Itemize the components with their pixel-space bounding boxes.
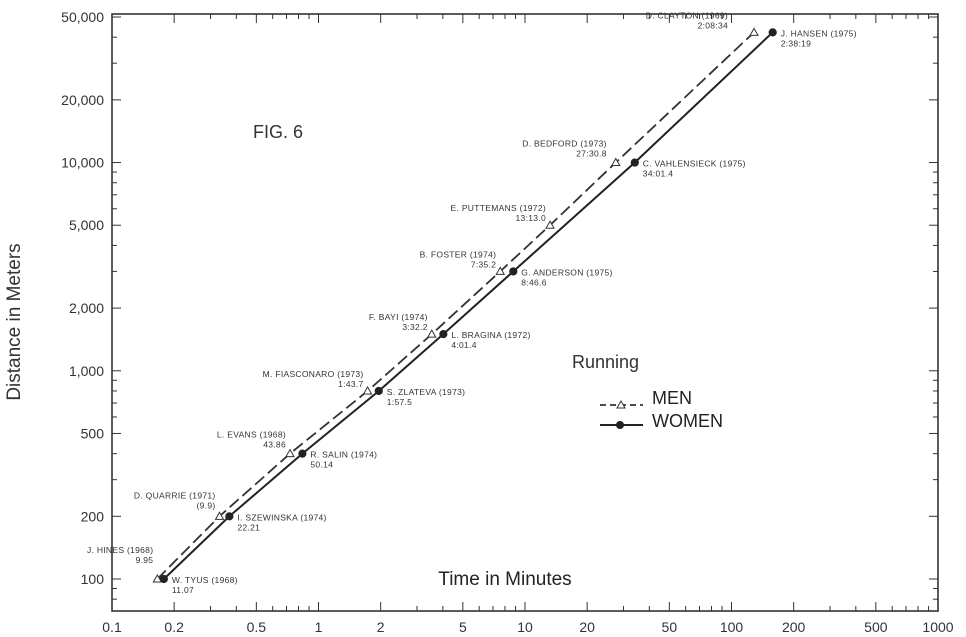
women-data-point xyxy=(225,512,234,521)
men-record-name: D. QUARRIE (1971) xyxy=(134,490,216,500)
women-record-name: C. VAHLENSIECK (1975) xyxy=(643,159,746,169)
men-record-time: 43.86 xyxy=(263,440,286,450)
men-record-name: F. BAYI (1974) xyxy=(369,312,428,322)
women-data-point xyxy=(509,267,518,276)
women-data-point xyxy=(768,28,777,37)
women-series-line xyxy=(163,31,774,580)
men-record-time: 7:35.2 xyxy=(471,259,496,269)
y-tick-label: 50,000 xyxy=(61,9,104,25)
legend-men-marker xyxy=(616,399,626,409)
men-record-time: 13:13.0 xyxy=(516,213,546,223)
men-record-name: L. EVANS (1968) xyxy=(217,430,286,440)
series-lines xyxy=(156,31,774,580)
y-tick-label: 200 xyxy=(81,508,105,524)
women-record-name: L. BRAGINA (1972) xyxy=(451,330,530,340)
men-record-name: D. CLAYTON (1969) xyxy=(646,10,728,20)
women-data-point xyxy=(630,158,639,167)
men-data-point xyxy=(610,157,621,167)
y-tick-label: 100 xyxy=(81,571,105,587)
x-axis: 0.1 0.2 0.5 1 2 5 10 20 50 100 200 500 1000 xyxy=(102,14,954,635)
men-record-time: 9.95 xyxy=(136,555,154,565)
x-tick-label: 50 xyxy=(662,619,678,635)
women-record-name: J. HANSEN (1975) xyxy=(781,28,857,38)
x-tick-label: 2 xyxy=(377,619,385,635)
x-tick-label: 5 xyxy=(459,619,467,635)
men-data-point xyxy=(545,220,555,229)
women-record-time: 4:01.4 xyxy=(451,340,476,350)
men-data-point xyxy=(495,266,506,275)
y-axis-label: Distance in Meters xyxy=(4,243,25,400)
x-tick-label: 20 xyxy=(579,619,595,635)
men-data-point xyxy=(426,329,437,338)
legend-men-label: MEN xyxy=(652,388,692,408)
men-record-time: 27:30.8 xyxy=(576,149,606,159)
y-tick-label: 500 xyxy=(81,425,105,441)
women-record-time: 22.21 xyxy=(237,522,260,532)
women-record-time: 8:46.6 xyxy=(521,277,546,287)
women-record-name: S. ZLATEVA (1973) xyxy=(387,387,465,397)
women-data-point xyxy=(159,574,168,584)
men-record-name: D. BEDFORD (1973) xyxy=(522,139,606,149)
men-data-point xyxy=(285,448,295,458)
women-data-point xyxy=(439,330,448,339)
women-record-name: W. TYUS (1968) xyxy=(172,575,238,585)
men-series-line xyxy=(156,31,755,580)
women-record-time: 1:57.5 xyxy=(387,397,412,407)
y-tick-label: 2,000 xyxy=(69,300,104,316)
x-tick-label: 200 xyxy=(782,619,806,635)
legend-women-marker xyxy=(616,421,624,429)
men-record-name: J. HINES (1968) xyxy=(87,545,153,555)
chart-title: FIG. 6 xyxy=(253,122,303,142)
legend-women-label: WOMEN xyxy=(652,411,723,431)
legend-title: Running xyxy=(572,352,639,372)
x-tick-label: 1 xyxy=(315,619,323,635)
x-tick-label: 500 xyxy=(864,619,888,635)
men-record-time: 3:32.2 xyxy=(402,322,427,332)
women-record-name: R. SALIN (1974) xyxy=(310,450,377,460)
men-record-time: 1:43.7 xyxy=(338,379,363,389)
x-tick-label: 1000 xyxy=(922,619,953,635)
men-data-point xyxy=(362,385,373,395)
women-record-name: G. ANDERSON (1975) xyxy=(521,267,612,277)
women-data-point xyxy=(298,449,307,458)
plot-frame xyxy=(111,13,939,612)
men-record-time: (9.9) xyxy=(197,500,216,510)
x-tick-label: 0.1 xyxy=(102,619,122,635)
x-tick-label: 100 xyxy=(720,619,744,635)
women-record-time: 50.14 xyxy=(310,460,333,470)
men-data-point xyxy=(749,27,759,36)
women-record-name: I. SZEWINSKA (1974) xyxy=(237,512,326,522)
women-record-time: 34:01.4 xyxy=(643,169,673,179)
y-tick-label: 20,000 xyxy=(61,92,104,108)
women-record-time: 2:38:19 xyxy=(781,38,811,48)
x-tick-label: 0.5 xyxy=(247,619,267,635)
women-data-point xyxy=(374,386,383,396)
y-tick-label: 1,000 xyxy=(69,363,104,379)
y-tick-label: 10,000 xyxy=(61,155,104,171)
x-axis-label: Time in Minutes xyxy=(438,569,571,590)
men-record-name: B. FOSTER (1974) xyxy=(420,249,497,259)
legend: Running MEN WOMEN xyxy=(572,352,723,431)
x-tick-label: 0.2 xyxy=(164,619,184,635)
men-data-point xyxy=(214,511,225,520)
y-axis: 100 200 500 1,000 2,000 5,000 10,000 20,000 50,0… xyxy=(61,9,938,600)
men-data-point xyxy=(152,573,163,583)
y-tick-label: 5,000 xyxy=(69,217,104,233)
women-record-time: 11.07 xyxy=(172,585,194,595)
men-record-name: M. FIASCONARO (1973) xyxy=(263,369,364,379)
men-record-time: 2:08:34 xyxy=(698,20,728,30)
men-record-name: E. PUTTEMANS (1972) xyxy=(451,203,546,213)
data-points xyxy=(152,27,777,584)
x-tick-label: 10 xyxy=(517,619,533,635)
record-annotations: J. HINES (1968)9.95 D. QUARRIE (1971)(9.9… xyxy=(87,10,857,595)
